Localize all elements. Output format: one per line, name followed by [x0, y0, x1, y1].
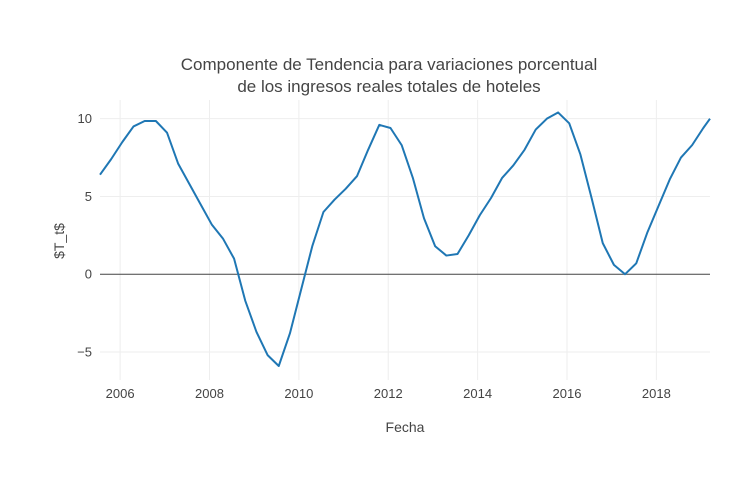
trend-series-line	[99, 111, 711, 367]
x-tick-label: 2008	[195, 386, 224, 401]
y-tick-label: 10	[78, 111, 92, 126]
chart-title-line-2: de los ingresos reales totales de hotele…	[237, 77, 540, 96]
y-axis-ticks: −5 0 5 10	[77, 111, 92, 359]
x-axis-ticks: 2006 2008 2010 2012 2014 2016 2018	[106, 386, 671, 401]
x-tick-label: 2018	[642, 386, 671, 401]
grid	[100, 100, 710, 380]
x-tick-label: 2012	[374, 386, 403, 401]
x-tick-label: 2014	[463, 386, 492, 401]
y-axis-title: $T_t$	[51, 223, 67, 259]
x-tick-label: 2010	[284, 386, 313, 401]
chart-title-line-1: Componente de Tendencia para variaciones…	[181, 55, 597, 74]
y-tick-label: −5	[77, 345, 92, 360]
y-tick-label: 5	[85, 189, 92, 204]
y-tick-label: 0	[85, 267, 92, 282]
x-tick-label: 2006	[106, 386, 135, 401]
x-axis-title: Fecha	[386, 419, 425, 435]
x-tick-label: 2016	[553, 386, 582, 401]
